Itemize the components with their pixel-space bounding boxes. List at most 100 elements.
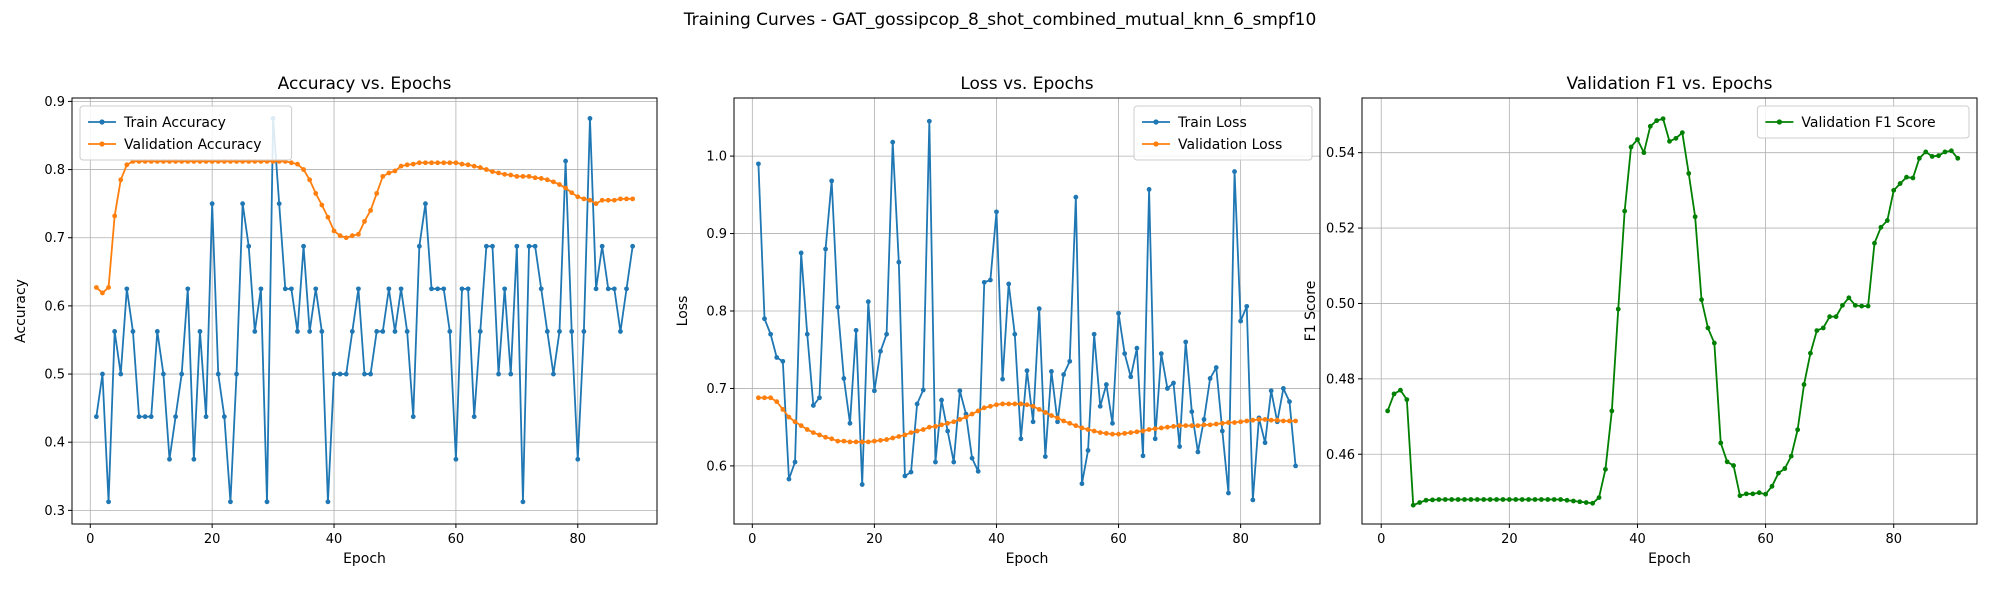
loss-point-train-loss-16 (847, 420, 853, 426)
accuracy-point-validation-accuracy-54 (416, 160, 422, 166)
loss-point-train-loss-29 (926, 118, 932, 124)
f1-point-validation-f1-score-38 (1622, 208, 1628, 214)
accuracy-point-train-accuracy-46 (368, 371, 373, 377)
f1-point-validation-f1-score-2 (1391, 391, 1397, 397)
accuracy-point-train-accuracy-3 (106, 499, 111, 505)
f1-point-validation-f1-score-47 (1679, 130, 1685, 136)
f1-point-validation-f1-score-69 (1820, 325, 1826, 331)
accuracy-point-validation-accuracy-70 (514, 173, 520, 179)
loss-point-train-loss-3 (768, 331, 774, 337)
f1-point-validation-f1-score-16 (1481, 497, 1487, 502)
f1-xtick-label-4: 80 (1885, 532, 1902, 547)
f1-point-validation-f1-score-82 (1904, 174, 1909, 180)
accuracy-point-validation-accuracy-87 (618, 196, 623, 202)
f1-point-validation-f1-score-61 (1769, 483, 1775, 489)
f1-point-validation-f1-score-40 (1635, 137, 1640, 142)
accuracy-point-validation-accuracy-81 (581, 196, 587, 202)
accuracy-ytick-label-3: 0.6 (44, 299, 65, 314)
loss-point-validation-loss-45 (1024, 402, 1030, 408)
loss-point-train-loss-82 (1250, 497, 1256, 503)
loss-point-train-loss-76 (1213, 365, 1219, 370)
f1-point-validation-f1-score-88 (1942, 149, 1948, 155)
accuracy-point-train-accuracy-12 (161, 371, 166, 377)
loss-point-validation-loss-58 (1103, 430, 1109, 436)
loss-point-validation-loss-2 (762, 395, 767, 401)
f1-point-validation-f1-score-41 (1641, 150, 1647, 156)
f1-point-validation-f1-score-85 (1923, 149, 1929, 155)
loss-point-train-loss-80 (1238, 318, 1244, 324)
accuracy-point-train-accuracy-1 (93, 414, 99, 420)
loss-point-train-loss-75 (1207, 375, 1213, 381)
loss-point-train-loss-45 (1024, 368, 1030, 374)
loss-point-train-loss-33 (951, 459, 957, 465)
accuracy-x-axis-label: Epoch (343, 551, 386, 567)
loss-point-train-loss-28 (920, 387, 926, 393)
accuracy-point-validation-accuracy-51 (398, 163, 404, 169)
accuracy-legend-marker-train-accuracy (99, 119, 105, 125)
loss-point-train-loss-64 (1140, 453, 1146, 459)
accuracy-point-train-accuracy-79 (569, 329, 575, 334)
accuracy-point-train-accuracy-11 (154, 329, 160, 334)
loss-point-train-loss-69 (1171, 380, 1176, 386)
accuracy-point-train-accuracy-49 (386, 286, 392, 292)
loss-point-train-loss-32 (945, 428, 951, 434)
accuracy-point-train-accuracy-37 (313, 286, 319, 292)
accuracy-point-validation-accuracy-88 (624, 196, 629, 202)
f1-point-validation-f1-score-23 (1526, 497, 1531, 502)
loss-point-train-loss-15 (841, 375, 847, 381)
f1-point-validation-f1-score-37 (1615, 306, 1621, 312)
f1-point-validation-f1-score-39 (1628, 144, 1634, 150)
loss-point-validation-loss-47 (1036, 406, 1042, 412)
f1-point-validation-f1-score-20 (1506, 497, 1512, 502)
accuracy-point-validation-accuracy-68 (502, 171, 508, 177)
loss-point-validation-loss-60 (1116, 431, 1121, 437)
f1-legend-label-validation-f1-score: Validation F1 Score (1801, 115, 1935, 131)
accuracy-point-validation-accuracy-50 (392, 168, 398, 174)
f1-point-validation-f1-score-19 (1500, 497, 1506, 502)
accuracy-point-train-accuracy-55 (423, 201, 428, 207)
loss-point-validation-loss-21 (878, 437, 883, 443)
accuracy-point-train-accuracy-43 (349, 329, 355, 334)
accuracy-point-validation-accuracy-1 (93, 285, 99, 290)
accuracy-point-train-accuracy-81 (581, 329, 587, 334)
accuracy-point-train-accuracy-23 (228, 499, 233, 505)
accuracy-point-validation-accuracy-58 (441, 160, 447, 166)
accuracy-point-train-accuracy-14 (173, 414, 178, 420)
f1-point-validation-f1-score-45 (1667, 138, 1672, 144)
accuracy-point-validation-accuracy-44 (356, 231, 361, 237)
accuracy-point-validation-accuracy-64 (477, 165, 483, 170)
accuracy-point-validation-accuracy-78 (563, 185, 568, 191)
loss-point-validation-loss-82 (1250, 417, 1256, 423)
loss-point-validation-loss-56 (1091, 428, 1097, 434)
loss-point-validation-loss-40 (994, 402, 999, 408)
accuracy-chart-title: Accuracy vs. Epochs (278, 74, 452, 94)
loss-point-train-loss-43 (1012, 331, 1018, 337)
loss-point-validation-loss-81 (1244, 418, 1250, 424)
loss-point-validation-loss-44 (1018, 401, 1024, 407)
f1-point-validation-f1-score-34 (1596, 495, 1602, 501)
accuracy-ytick-label-0: 0.3 (44, 504, 65, 519)
f1-point-validation-f1-score-9 (1436, 497, 1442, 502)
loss-point-validation-loss-53 (1073, 423, 1079, 429)
accuracy-point-validation-accuracy-62 (465, 162, 471, 168)
loss-point-train-loss-6 (786, 476, 792, 482)
loss-point-validation-loss-9 (804, 427, 810, 432)
loss-point-validation-loss-38 (981, 405, 987, 411)
f1-point-validation-f1-score-24 (1532, 497, 1538, 502)
loss-ytick-label-0: 0.6 (706, 459, 727, 474)
loss-point-train-loss-34 (957, 388, 963, 394)
f1-point-validation-f1-score-60 (1763, 491, 1768, 497)
loss-point-validation-loss-3 (768, 395, 774, 401)
accuracy-point-validation-accuracy-4 (112, 213, 118, 219)
f1-point-validation-f1-score-77 (1872, 240, 1877, 246)
f1-y-axis-label: F1 Score (1303, 281, 1319, 342)
f1-point-validation-f1-score-87 (1936, 153, 1941, 159)
accuracy-point-train-accuracy-51 (398, 286, 404, 292)
loss-point-train-loss-25 (902, 473, 908, 479)
f1-point-validation-f1-score-32 (1583, 500, 1589, 505)
f1-point-validation-f1-score-10 (1442, 497, 1448, 502)
accuracy-point-train-accuracy-8 (136, 414, 142, 420)
f1-point-validation-f1-score-11 (1449, 497, 1455, 502)
accuracy-point-validation-accuracy-55 (423, 160, 428, 166)
loss-point-train-loss-58 (1103, 382, 1109, 387)
